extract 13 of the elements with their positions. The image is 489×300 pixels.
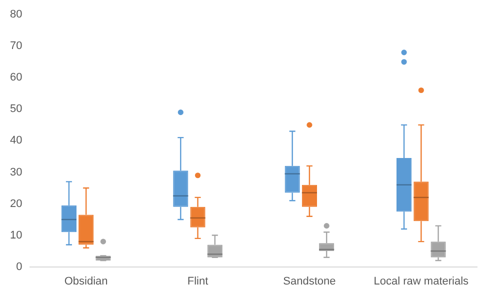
x-tick-label: Local raw materials [374,275,470,288]
y-tick-label: 50 [10,103,22,116]
y-tick-label: 20 [10,198,22,210]
y-tick-label: 0 [16,260,22,273]
x-tick-label: Obsidian [64,275,108,288]
x-tick-label: Sandstone [283,275,336,288]
y-tick-label: 10 [10,229,22,242]
y-tick-label: 70 [10,40,22,52]
y-tick-label: 30 [10,166,22,178]
y-tick-label: 40 [10,134,22,147]
y-tick-label: 60 [10,72,22,84]
x-tick-label: Flint [187,275,208,288]
y-tick-label: 80 [10,8,22,21]
